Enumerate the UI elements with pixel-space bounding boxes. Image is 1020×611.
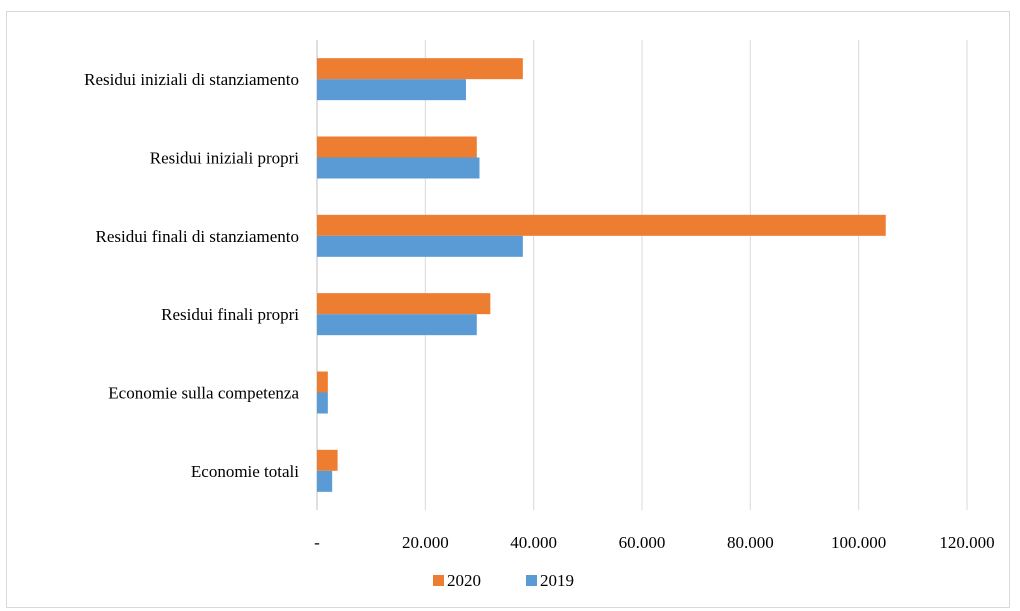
x-tick-labels: - 20.000 40.000 60.000 80.000 100.000 120.000 [314, 533, 994, 552]
x-tick-label: 20.000 [402, 533, 449, 552]
bar-2020-0 [317, 58, 523, 80]
bar-2020-1 [317, 136, 477, 158]
category-label: Economie sulla competenza [108, 384, 299, 403]
legend-swatch-2020 [433, 575, 444, 586]
x-tick-label: 80.000 [727, 533, 774, 552]
category-label: Residui iniziali di stanziamento [84, 70, 299, 89]
chart-frame [6, 11, 1010, 608]
category-label: Residui finali di stanziamento [96, 227, 300, 246]
x-tick-label: 60.000 [619, 533, 666, 552]
gridlines [316, 40, 968, 510]
legend-label: 2019 [540, 571, 574, 590]
bars [317, 58, 886, 492]
x-tick-label: - [314, 533, 320, 552]
legend-label: 2020 [447, 571, 481, 590]
legend-swatch-2019 [526, 575, 537, 586]
bar-2019-5 [317, 470, 333, 492]
bar-2019-3 [317, 314, 477, 336]
x-tick-label: 120.000 [939, 533, 994, 552]
bar-2019-1 [317, 157, 480, 179]
bar-2019-0 [317, 79, 466, 101]
x-tick-label: 40.000 [510, 533, 557, 552]
category-label: Residui iniziali propri [150, 149, 299, 168]
bar-2020-5 [317, 449, 338, 471]
category-labels: Residui iniziali di stanziamento Residui … [84, 70, 299, 481]
category-label: Economie totali [191, 462, 299, 481]
category-label: Residui finali propri [161, 305, 299, 324]
bar-2020-3 [317, 293, 491, 315]
bar-2019-2 [317, 235, 523, 257]
bar-2019-4 [317, 392, 328, 414]
bar-2020-2 [317, 214, 886, 236]
x-tick-label: 100.000 [831, 533, 886, 552]
legend: 2020 2019 [433, 571, 574, 590]
bar-2020-4 [317, 371, 328, 393]
